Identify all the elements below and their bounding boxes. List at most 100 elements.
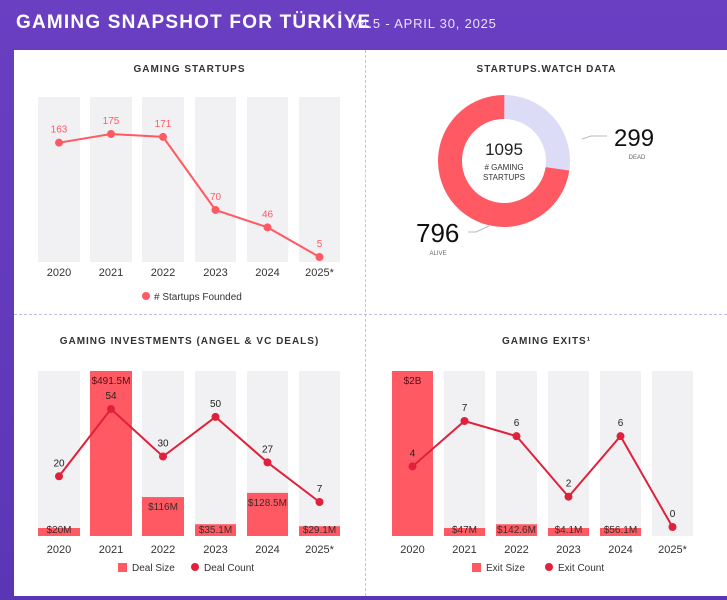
donut-alive-leader	[468, 225, 490, 233]
startups-point	[107, 130, 115, 138]
donut-alive-label: ALIVE	[429, 251, 446, 257]
donut-dead-value: 299	[614, 125, 654, 152]
investments-x-tick: 2022	[151, 544, 175, 556]
investments-bar	[247, 492, 288, 536]
donut-slice-alive	[438, 94, 570, 227]
exits-legend-bar-label: Exit Size	[486, 563, 525, 574]
exits-bar-label: $2B	[404, 376, 422, 387]
startups-column-bg	[90, 97, 132, 262]
investments-bar-label: $116M	[148, 502, 178, 513]
startups-point	[211, 205, 220, 214]
exits-point	[460, 417, 469, 425]
exits-bar-label: $4.1M	[555, 525, 583, 536]
startups-data-label: 70	[210, 192, 222, 203]
investments-bar-label: $29.1M	[303, 525, 336, 536]
exits-column-bg	[652, 371, 693, 536]
startups-point	[159, 132, 167, 141]
exits-data-label: 2	[566, 479, 572, 490]
investments-bar	[142, 497, 184, 536]
donut-center-label: STARTUPS	[483, 173, 525, 182]
startups-data-label: 163	[51, 125, 68, 136]
exits-x-tick: 2022	[504, 544, 528, 556]
exits-x-tick: 2020	[400, 544, 424, 556]
investments-series-line	[58, 407, 321, 503]
exits-bar-label: $56.1M	[604, 525, 637, 536]
startups-title: GAMING STARTUPS	[133, 64, 246, 75]
startups-series-line	[58, 132, 320, 258]
donut-dead-label: DEAD	[629, 155, 646, 161]
exits-x-tick: 2023	[556, 544, 580, 556]
startups-x-tick: 2021	[99, 267, 123, 279]
investments-bar-label: $20M	[46, 525, 71, 536]
watch-title: STARTUPS.WATCH DATA	[476, 64, 617, 75]
startups-legend-label: # Startups Founded	[154, 292, 242, 303]
investments-bar	[299, 526, 340, 536]
startups-x-tick: 2023	[203, 267, 227, 279]
startups-x-tick: 2024	[255, 267, 279, 279]
startups-x-tick: 2025*	[305, 267, 334, 279]
exits-series-line	[411, 419, 674, 528]
exits-column-bg	[444, 371, 485, 536]
investments-bar	[38, 528, 80, 536]
investments-data-label: 50	[210, 399, 222, 410]
investments-data-label: 30	[157, 438, 169, 449]
investments-legend-line-marker	[191, 563, 199, 571]
exits-point	[408, 462, 417, 471]
investments-point	[159, 452, 167, 461]
dashboard-card: GAMING STARTUPS STARTUPS.WATCH DATA GAMI…	[14, 50, 727, 596]
exits-point	[564, 492, 573, 501]
investments-point	[315, 498, 324, 506]
startups-point	[55, 138, 63, 147]
exits-data-label: 7	[462, 403, 468, 414]
exits-legend-line-marker	[545, 563, 553, 571]
startups-legend-marker	[142, 292, 150, 300]
investments-column-bg	[195, 371, 236, 536]
donut-center-label: # GAMING	[484, 163, 523, 172]
exits-bar-label: $47M	[452, 525, 477, 536]
investments-x-tick: 2024	[255, 544, 279, 556]
investments-x-tick: 2020	[47, 544, 71, 556]
investments-point	[55, 472, 63, 481]
exits-legend-line-label: Exit Count	[558, 563, 604, 574]
investments-x-tick: 2025*	[305, 544, 334, 556]
investments-point	[107, 405, 115, 413]
exits-bar	[548, 528, 589, 536]
investments-x-tick: 2021	[99, 544, 123, 556]
exits-x-tick: 2021	[452, 544, 476, 556]
startups-data-label: 175	[103, 116, 120, 127]
startups-column-bg	[299, 97, 340, 262]
startups-column-bg	[195, 97, 236, 262]
exits-bar-label: $142.6M	[497, 525, 536, 536]
investments-bar-label: $491.5M	[92, 376, 131, 387]
exits-column-bg	[548, 371, 589, 536]
exits-point	[512, 432, 521, 441]
investments-data-label: 54	[105, 391, 117, 402]
startups-point	[315, 253, 324, 261]
exits-data-label: 0	[670, 509, 676, 520]
investments-bar-label: $128.5M	[248, 498, 287, 509]
donut-dead-leader	[581, 135, 607, 140]
exits-bar	[600, 528, 641, 536]
page-title: GAMING SNAPSHOT FOR TÜRKİYE	[16, 12, 372, 33]
investments-bar	[90, 371, 132, 536]
startups-column-bg	[38, 97, 80, 262]
donut-center-value: 1095	[485, 140, 523, 159]
exits-title: GAMING EXITS¹	[501, 336, 592, 347]
investments-x-tick: 2023	[203, 544, 227, 556]
startups-column-bg	[247, 97, 288, 262]
investments-column-bg	[38, 371, 80, 536]
exits-x-tick: 2025*	[658, 544, 687, 556]
exits-legend-bar-marker	[472, 563, 481, 572]
donut-alive-value: 796	[416, 218, 459, 248]
startups-data-label: 46	[262, 209, 274, 220]
horizontal-divider	[14, 314, 727, 315]
investments-legend-bar-label: Deal Size	[132, 563, 175, 574]
startups-column-bg	[142, 97, 184, 262]
startups-point	[263, 223, 272, 232]
startups-x-tick: 2020	[47, 267, 71, 279]
investments-legend-line-label: Deal Count	[204, 563, 254, 574]
investments-data-label: 27	[262, 444, 274, 455]
exits-bar	[444, 528, 485, 536]
startups-data-label: 171	[155, 119, 172, 130]
